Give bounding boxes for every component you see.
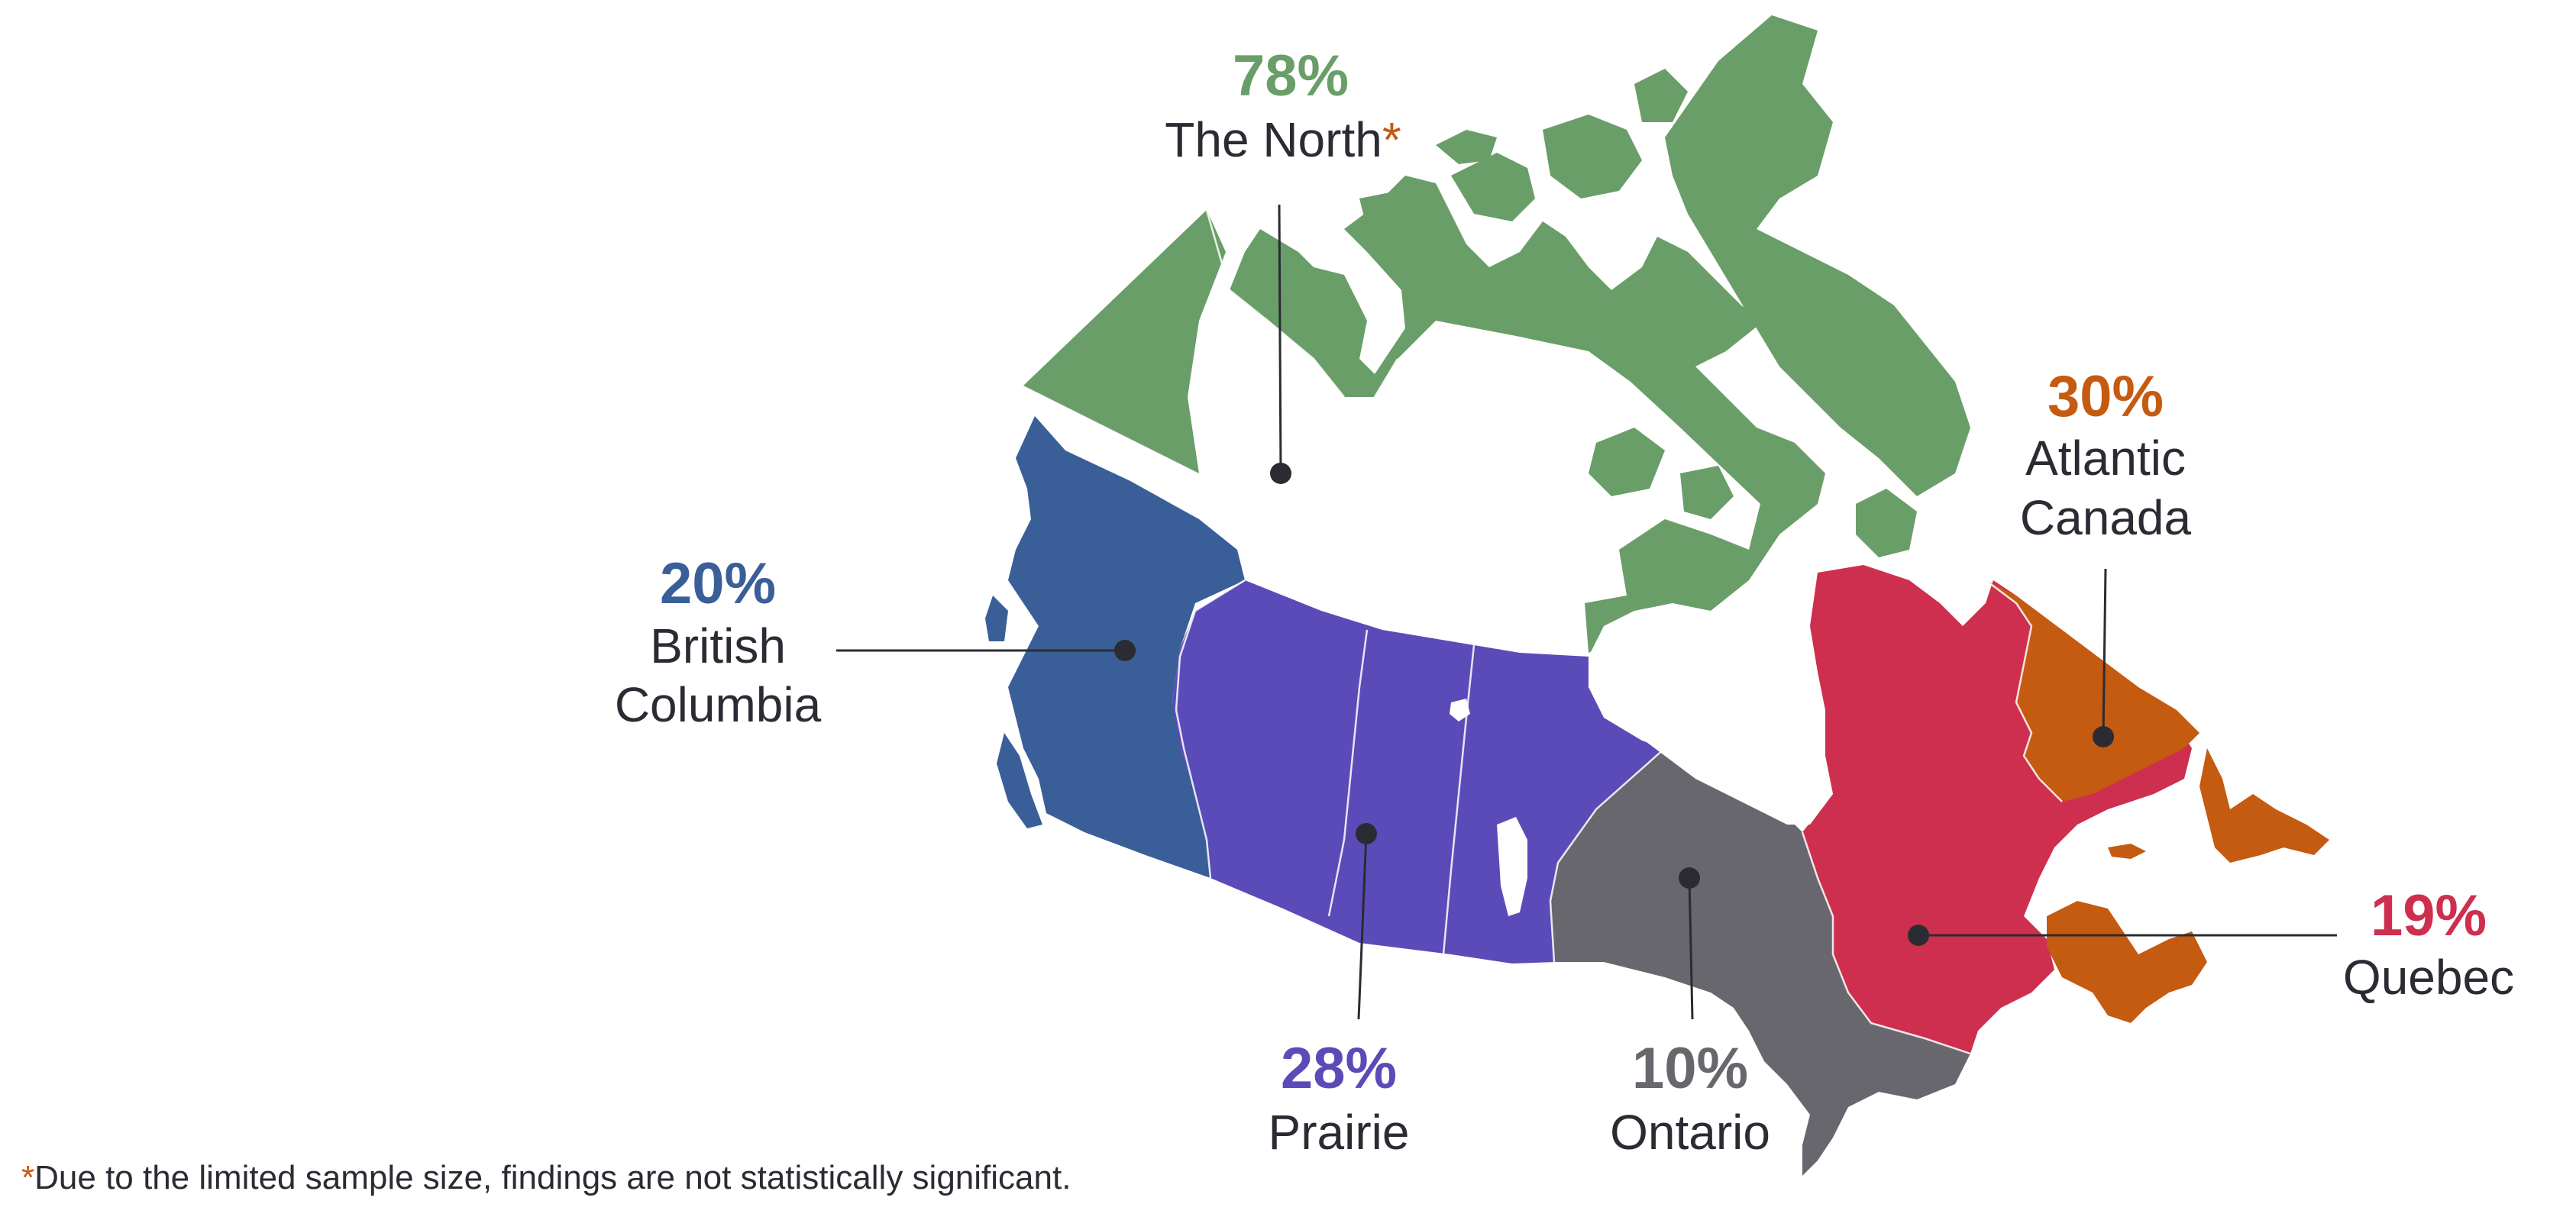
leader-line-atlantic — [2102, 568, 2107, 738]
leader-bc — [836, 640, 1136, 661]
label-atlantic-name-line2: Canada — [2020, 490, 2192, 545]
region-north-island-1 — [1359, 191, 1451, 252]
leader-north — [1270, 204, 1291, 484]
region-atlantic-pei — [2108, 844, 2146, 859]
dot-quebec — [1908, 925, 1929, 946]
region-prairie — [1172, 580, 1665, 964]
label-bc-name-line1: British — [650, 618, 786, 673]
dot-bc — [1114, 640, 1136, 661]
region-bc-island — [997, 733, 1042, 828]
leader-line-prairie — [1357, 833, 1368, 1020]
label-prairie: 28% Prairie — [1269, 1036, 1410, 1160]
label-north-asterisk: * — [1382, 112, 1401, 167]
region-atlantic-maritimes — [2047, 901, 2207, 1023]
region-north-island-2 — [1451, 153, 1535, 221]
border-sask-manitoba — [1442, 644, 1475, 955]
border-yukon-nwt — [1205, 209, 1345, 398]
region-north-island-4 — [1436, 130, 1497, 164]
region-north-island-3 — [1543, 115, 1642, 199]
border-quebec-labrador — [1985, 579, 2063, 802]
dot-north — [1270, 463, 1291, 484]
province-borders — [1175, 209, 2063, 1055]
great-bear-lake — [1298, 424, 1375, 466]
label-quebec-name: Quebec — [2343, 950, 2514, 1005]
border-alberta-sask — [1327, 629, 1369, 917]
label-north-percent: 78% — [1233, 44, 1349, 108]
label-north-name: The North* — [1165, 112, 1401, 167]
lake-winnipeg — [1497, 817, 1527, 916]
region-atlantic-newfoundland — [2199, 748, 2329, 863]
region-north-baffin — [1665, 15, 1970, 496]
label-north: 78% The North* — [1165, 44, 1401, 167]
label-atlantic-percent: 30% — [2048, 364, 2164, 429]
label-ontario: 10% Ontario — [1610, 1036, 1770, 1160]
region-north-mainland — [1023, 176, 1825, 653]
region-quebec — [1802, 565, 2192, 1054]
region-north-island-8 — [1856, 489, 1917, 557]
footnote: *Due to the limited sample size, finding… — [21, 1159, 1071, 1197]
leader-line-ontario — [1688, 877, 1694, 1020]
lake-athabasca — [1450, 699, 1470, 721]
label-bc-percent: 20% — [660, 551, 776, 616]
dot-prairie — [1356, 823, 1377, 844]
region-ontario — [1550, 748, 1970, 1176]
region-bc-haida-gwaii — [985, 596, 1008, 641]
label-quebec: 19% Quebec — [2343, 883, 2514, 1005]
label-quebec-percent: 19% — [2371, 883, 2487, 948]
dot-ontario — [1679, 867, 1700, 889]
region-north-island-7 — [1680, 466, 1734, 519]
leader-line-north — [1278, 204, 1282, 474]
label-bc: 20% British Columbia — [615, 551, 822, 732]
great-slave-lake — [1329, 580, 1421, 611]
region-north-island-6 — [1589, 428, 1665, 496]
label-north-name-text: The North — [1165, 112, 1382, 167]
leader-atlantic — [2093, 568, 2114, 747]
footnote-text: Due to the limited sample size, findings… — [34, 1159, 1071, 1196]
leader-prairie — [1356, 823, 1377, 1020]
label-bc-name-line2: Columbia — [615, 677, 822, 732]
label-atlantic-name-line1: Atlantic — [2025, 431, 2186, 486]
border-ontario-quebec — [1801, 831, 1971, 1055]
footnote-asterisk: * — [21, 1159, 35, 1196]
region-atlantic — [1986, 580, 2329, 1023]
label-atlantic: 30% Atlantic Canada — [2020, 364, 2192, 545]
leader-quebec — [1908, 925, 2337, 946]
border-nwt-nunavut — [1373, 358, 1529, 642]
border-manitoba-ontario — [1549, 747, 1666, 963]
region-north-island-5 — [1634, 69, 1688, 122]
border-bc-alberta — [1175, 579, 1246, 879]
label-prairie-name: Prairie — [1269, 1105, 1410, 1160]
label-prairie-percent: 28% — [1281, 1036, 1397, 1101]
region-north — [1023, 15, 1970, 653]
region-atlantic-labrador — [1986, 580, 2199, 802]
hudson-bay — [1589, 603, 1833, 825]
leader-ontario — [1679, 867, 1700, 1020]
label-ontario-name: Ontario — [1610, 1105, 1770, 1160]
dot-atlantic — [2093, 726, 2114, 747]
label-ontario-percent: 10% — [1632, 1036, 1748, 1101]
